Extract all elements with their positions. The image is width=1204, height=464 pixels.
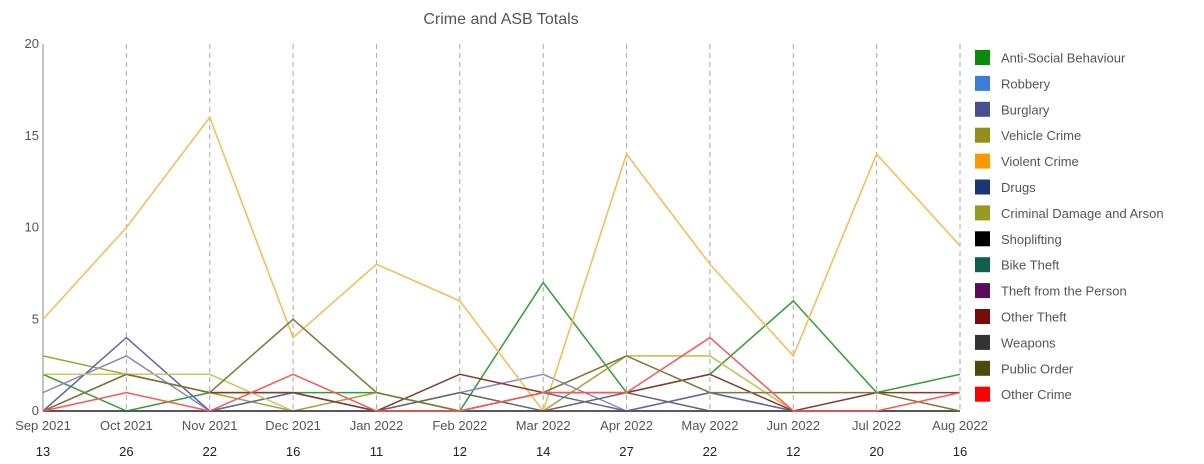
legend-swatch [975, 205, 990, 221]
legend-swatch [975, 153, 990, 169]
legend-item-public-order[interactable]: Public Order [975, 360, 1074, 377]
series-line-anti-social-behaviour[interactable] [42, 281, 961, 412]
legend-item-drugs[interactable]: Drugs [975, 179, 1036, 196]
legend-swatch [975, 360, 990, 376]
axes: 0 5 10 15 20 Sep 2021 13 Oct 2021 26 Nov 2021 22 De… [15, 36, 988, 459]
legend-item-other-crime[interactable]: Other Crime [975, 386, 1072, 403]
y-tick-label: 10 [25, 220, 39, 235]
month-total-label: 22 [202, 444, 216, 459]
legend-swatch [975, 127, 990, 143]
month-total-label: 26 [119, 444, 133, 459]
legend-swatch [975, 283, 990, 299]
x-tick-label: Jun 2022 [767, 418, 821, 433]
legend-label: Drugs [1001, 180, 1036, 195]
legend-label: Violent Crime [1001, 154, 1079, 169]
month-total-label: 16 [286, 444, 300, 459]
legend-swatch [975, 334, 990, 350]
series-lines [42, 115, 961, 413]
x-tick-label: Nov 2021 [182, 418, 238, 433]
y-tick-label: 0 [32, 403, 39, 418]
x-tick-label: Mar 2022 [516, 418, 571, 433]
x-tick-label: Sep 2021 [15, 418, 71, 433]
legend-swatch [975, 101, 990, 117]
x-tick-label: Apr 2022 [600, 418, 653, 433]
legend-item-violent-crime[interactable]: Violent Crime [975, 153, 1079, 170]
legend-label: Other Crime [1001, 387, 1072, 402]
month-total-label: 12 [786, 444, 800, 459]
legend-item-shoplifting[interactable]: Shoplifting [975, 231, 1062, 247]
legend-label: Burglary [1001, 102, 1050, 117]
month-total-label: 22 [703, 444, 717, 459]
month-total-label: 20 [869, 444, 883, 459]
series-line-violent-crime[interactable] [42, 115, 961, 413]
legend-item-other-theft[interactable]: Other Theft [975, 309, 1067, 325]
x-tick-label: Feb 2022 [432, 418, 487, 433]
legend-label: Weapons [1001, 335, 1056, 350]
legend-item-bike-theft[interactable]: Bike Theft [975, 257, 1060, 273]
legend-label: Theft from the Person [1001, 284, 1127, 299]
legend-label: Criminal Damage and Arson [1001, 206, 1164, 221]
legend-swatch [975, 231, 990, 247]
legend-item-criminal-damage-and-arson[interactable]: Criminal Damage and Arson [975, 205, 1164, 221]
legend-swatch [975, 179, 990, 195]
series-line-other-crime[interactable] [42, 336, 961, 412]
legend-label: Shoplifting [1001, 232, 1062, 247]
x-tick-label: Oct 2021 [100, 418, 153, 433]
legend-label: Robbery [1001, 76, 1051, 91]
month-total-label: 11 [370, 444, 384, 459]
legend-label: Vehicle Crime [1001, 128, 1081, 143]
legend-item-weapons[interactable]: Weapons [975, 334, 1056, 351]
month-total-label: 12 [453, 444, 467, 459]
month-total-label: 14 [536, 444, 550, 459]
legend-item-burglary[interactable]: Burglary [975, 101, 1050, 118]
legend-swatch [975, 257, 990, 273]
legend-item-anti-social-behaviour[interactable]: Anti-Social Behaviour [975, 50, 1126, 66]
legend-label: Other Theft [1001, 310, 1067, 325]
x-tick-label: Jan 2022 [350, 418, 404, 433]
month-total-label: 27 [619, 444, 633, 459]
legend[interactable]: Anti-Social Behaviour Robbery Burglary Vehi… [975, 50, 1164, 402]
legend-swatch [975, 75, 990, 91]
legend-label: Bike Theft [1001, 258, 1060, 273]
legend-swatch [975, 50, 990, 65]
legend-swatch [975, 309, 990, 324]
x-tick-label: Dec 2021 [265, 418, 321, 433]
x-tick-label: Aug 2022 [932, 418, 988, 433]
legend-label: Public Order [1001, 361, 1074, 376]
chart-title: Crime and ASB Totals [423, 11, 578, 28]
legend-item-robbery[interactable]: Robbery [975, 75, 1051, 92]
legend-label: Anti-Social Behaviour [1001, 51, 1126, 66]
month-total-label: 13 [36, 444, 50, 459]
y-tick-label: 15 [25, 128, 39, 143]
x-tick-label: Jul 2022 [852, 418, 901, 433]
y-tick-label: 20 [25, 36, 39, 51]
legend-item-theft-from-the-person[interactable]: Theft from the Person [975, 283, 1127, 299]
month-total-label: 16 [953, 444, 967, 459]
legend-item-vehicle-crime[interactable]: Vehicle Crime [975, 127, 1081, 144]
y-tick-label: 5 [32, 311, 39, 326]
legend-swatch [975, 386, 990, 402]
x-tick-label: May 2022 [681, 418, 738, 433]
